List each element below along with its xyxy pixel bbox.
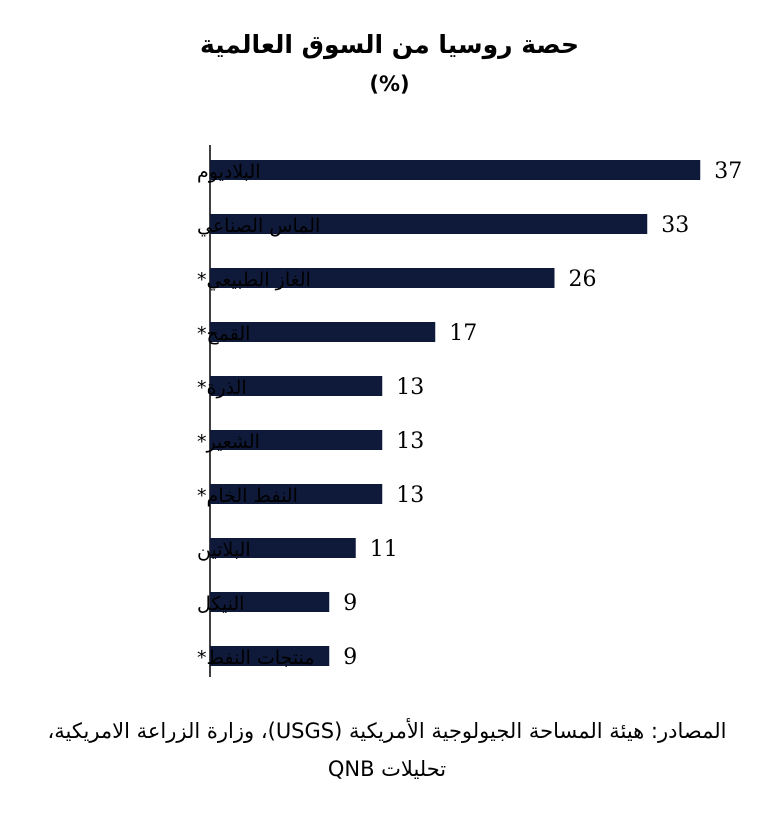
- category-label: الغاز الطبيعي*: [197, 269, 311, 291]
- bar: [210, 430, 383, 450]
- value-label: 17: [449, 321, 477, 346]
- category-label: الماس الصناعي: [197, 215, 320, 237]
- category-label: الذرة*: [197, 377, 247, 399]
- bar: [210, 538, 356, 558]
- category-label: الشعير*: [197, 431, 260, 453]
- category-label: النيكل: [197, 593, 244, 615]
- chart-title: حصة روسيا من السوق العالمية: [199, 30, 580, 59]
- bar: [210, 160, 701, 180]
- value-label: 37: [714, 159, 742, 184]
- bar: [210, 484, 383, 504]
- chart-subtitle: (%): [369, 72, 410, 96]
- value-label: 11: [370, 537, 398, 562]
- bar: [210, 376, 383, 396]
- value-label: 13: [396, 429, 424, 454]
- category-label: منتجات النفط*: [197, 647, 315, 669]
- value-label: 13: [396, 483, 424, 508]
- category-label: النفط الخام*: [197, 485, 298, 507]
- bar-chart: 37 البلاديوم 33 الماس الصناعي 26 الغاز الطبيع…: [197, 145, 742, 677]
- value-label: 9: [343, 645, 357, 670]
- value-label: 13: [396, 375, 424, 400]
- bar: [210, 646, 330, 666]
- source-note: المصادر: هيئة المساحة الجيولوجية الأمريك…: [47, 719, 727, 781]
- value-label: 33: [661, 213, 689, 238]
- category-label: القمح*: [197, 323, 250, 345]
- bar: [210, 592, 330, 612]
- category-label: البلاتين: [197, 539, 251, 561]
- bar: [210, 214, 648, 234]
- category-label: البلاديوم: [197, 161, 260, 183]
- value-label: 9: [343, 591, 357, 616]
- bar: [210, 268, 555, 288]
- value-label: 26: [569, 267, 597, 292]
- bar: [210, 322, 436, 342]
